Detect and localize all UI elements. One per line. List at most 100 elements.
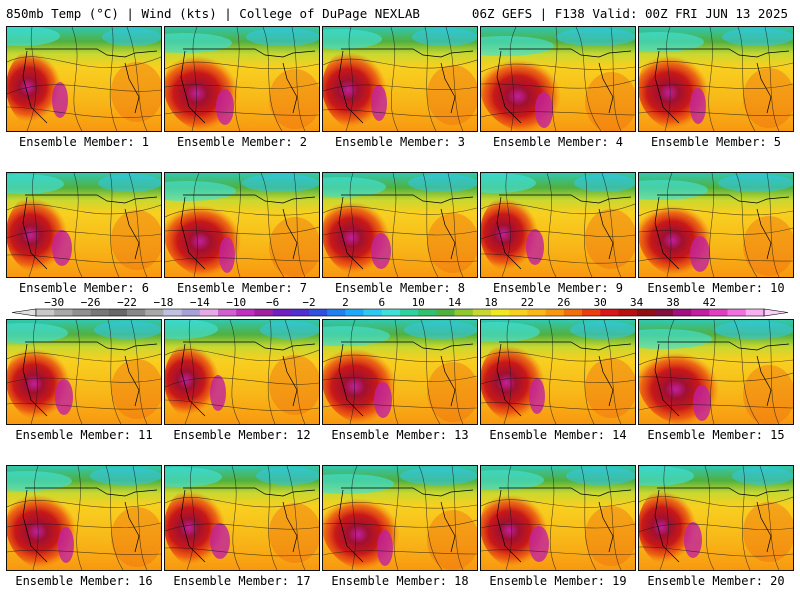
colorbar-segment (491, 309, 510, 316)
ensemble-member-panel (638, 465, 794, 571)
ensemble-member-panel (480, 319, 636, 425)
ensemble-member-label: Ensemble Member: 11 (15, 428, 153, 442)
temperature-map (323, 320, 477, 424)
ensemble-member-panel (6, 172, 162, 278)
ensemble-member-label: Ensemble Member: 9 (492, 281, 624, 295)
colorbar-segment (618, 309, 637, 316)
temperature-map (639, 27, 793, 131)
temperature-map (165, 320, 319, 424)
colorbar-segment (127, 309, 146, 316)
colorbar-segment (236, 309, 255, 316)
colorbar-tick-label: −30 (44, 296, 64, 309)
ensemble-member-label: Ensemble Member: 12 (173, 428, 311, 442)
colorbar-segment (54, 309, 73, 316)
colorbar-outline (35, 308, 765, 317)
ensemble-member-panel (480, 172, 636, 278)
temperature-map (639, 173, 793, 277)
temperature-colorbar: −30 −26 −22 −18 −14 −10 −6 −2 2 6 10 14 18 22 26 30 34 38… (0, 296, 800, 320)
ensemble-member-panel (638, 172, 794, 278)
colorbar-tick-label: −10 (226, 296, 246, 309)
ensemble-member-label: Ensemble Member: 13 (331, 428, 469, 442)
ensemble-member-panel (164, 465, 320, 571)
temperature-map (481, 27, 635, 131)
ensemble-member-panel (322, 172, 478, 278)
colorbar-segment (654, 309, 674, 316)
colorbar-segment (545, 309, 565, 316)
temperature-map (323, 466, 477, 570)
colorbar-segment (673, 309, 692, 316)
colorbar-segment (290, 309, 310, 316)
colorbar-tick-label: 10 (412, 296, 425, 309)
ensemble-member-label: Ensemble Member: 10 (647, 281, 785, 295)
colorbar-tick-label: −2 (302, 296, 315, 309)
ensemble-member-label: Ensemble Member: 5 (650, 135, 782, 149)
colorbar-tick-label: 2 (342, 296, 349, 309)
colorbar-tick-label: 14 (448, 296, 462, 309)
ensemble-member-panel (480, 26, 636, 132)
map-title: 850mb Temp (°C) | Wind (kts) | College o… (6, 6, 420, 21)
colorbar-segment (309, 309, 328, 316)
colorbar-segment (163, 309, 182, 316)
colorbar-segment (345, 309, 364, 316)
colorbar-segment (108, 309, 128, 316)
temperature-map (323, 27, 477, 131)
colorbar-tick-label: 6 (378, 296, 385, 309)
temperature-map (165, 466, 319, 570)
colorbar-segment (36, 309, 55, 316)
colorbar-segment (72, 309, 91, 316)
colorbar-tick-label: 26 (557, 296, 570, 309)
colorbar-segment (563, 309, 583, 316)
ensemble-member-label: Ensemble Member: 14 (489, 428, 627, 442)
colorbar-segment (199, 309, 219, 316)
ensemble-member-label: Ensemble Member: 15 (647, 428, 785, 442)
model-run-valid-time: 06Z GEFS | F138 Valid: 00Z FRI JUN 13 20… (471, 6, 788, 21)
ensemble-member-panel (164, 172, 320, 278)
ensemble-member-panel (6, 465, 162, 571)
temperature-map (7, 173, 161, 277)
ensemble-member-panel (164, 26, 320, 132)
temperature-map (323, 173, 477, 277)
colorbar-tick-label: −14 (190, 296, 210, 309)
temperature-map (165, 173, 319, 277)
ensemble-member-label: Ensemble Member: 16 (15, 574, 153, 588)
colorbar-segment (636, 309, 656, 316)
ensemble-member-label: Ensemble Member: 4 (492, 135, 624, 149)
colorbar-segment (145, 309, 164, 316)
colorbar-tick-label: −22 (117, 296, 137, 309)
colorbar-tick-label: −6 (266, 296, 279, 309)
ensemble-member-panel (164, 319, 320, 425)
colorbar-tick-label: −18 (153, 296, 173, 309)
colorbar-tick-label: 38 (666, 296, 679, 309)
ensemble-member-label: Ensemble Member: 3 (334, 135, 466, 149)
colorbar-min-arrow (11, 308, 37, 317)
colorbar-tick-label: −26 (81, 296, 101, 309)
colorbar-segment (381, 309, 401, 316)
colorbar-max-arrow (763, 308, 789, 317)
colorbar-segment (527, 309, 546, 316)
colorbar-graphic: −30 −26 −22 −18 −14 −10 −6 −2 2 6 10 14 18 22 26 30 34 38… (11, 296, 789, 317)
ensemble-member-label: Ensemble Member: 17 (173, 574, 311, 588)
ensemble-member-panel (322, 319, 478, 425)
temperature-map (7, 27, 161, 131)
colorbar-segment (90, 309, 110, 316)
colorbar-segment (472, 309, 492, 316)
ensemble-member-label: Ensemble Member: 8 (334, 281, 466, 295)
temperature-map (7, 466, 161, 570)
colorbar-tick-label: 30 (594, 296, 607, 309)
colorbar-segment (218, 309, 237, 316)
colorbar-segment (582, 309, 601, 316)
colorbar-tick-label: 42 (703, 296, 716, 309)
temperature-map (7, 320, 161, 424)
temperature-map (639, 320, 793, 424)
colorbar-segment (254, 309, 273, 316)
ensemble-member-panel (322, 26, 478, 132)
colorbar-segment (691, 309, 710, 316)
colorbar-segment (418, 309, 437, 316)
temperature-map (481, 320, 635, 424)
temperature-map (639, 466, 793, 570)
ensemble-member-label: Ensemble Member: 20 (647, 574, 785, 588)
colorbar-segment (454, 309, 474, 316)
temperature-map (481, 466, 635, 570)
colorbar-segment (272, 309, 292, 316)
ensemble-member-panel (480, 465, 636, 571)
